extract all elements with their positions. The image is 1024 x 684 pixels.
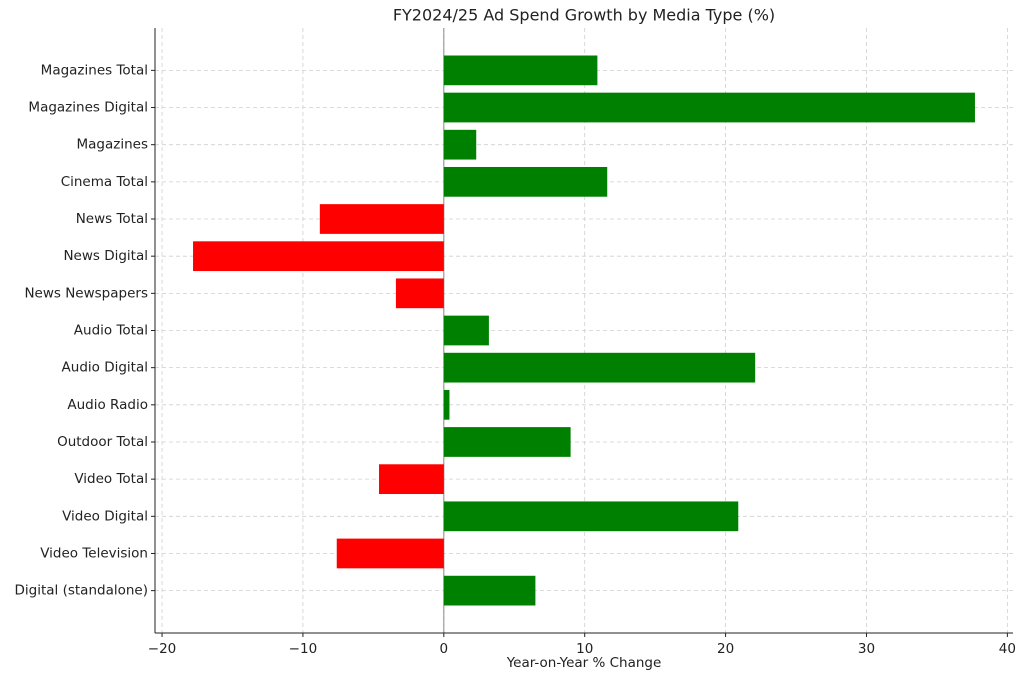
y-tick-label: News Digital	[63, 248, 148, 264]
x-tick-label: −10	[289, 641, 318, 657]
bar	[443, 55, 598, 86]
y-tick-label: Digital (standalone)	[15, 583, 148, 599]
y-tick-label: Audio Total	[74, 323, 148, 339]
bar	[443, 92, 975, 123]
bar	[443, 166, 608, 197]
bar	[443, 501, 739, 532]
x-tick-label: 10	[576, 641, 593, 657]
bar	[443, 352, 756, 383]
bar	[193, 241, 444, 272]
bar	[443, 427, 571, 457]
y-tick-label: Audio Radio	[67, 397, 148, 413]
y-tick-label: Video Television	[40, 545, 148, 561]
bar	[319, 204, 444, 234]
y-tick-label: Magazines Total	[41, 62, 148, 78]
y-tick-label: Cinema Total	[61, 174, 148, 190]
x-axis-label: Year-on-Year % Change	[506, 655, 662, 671]
x-tick-label: 0	[440, 641, 449, 657]
y-tick-label: Video Total	[74, 471, 148, 487]
bar	[395, 278, 444, 309]
y-tick-label: News Total	[76, 211, 148, 227]
bar	[336, 538, 444, 569]
bar	[443, 389, 450, 420]
x-tick-label: 30	[858, 641, 875, 657]
y-tick-label: Magazines Digital	[28, 100, 148, 116]
y-tick-label: Outdoor Total	[57, 434, 148, 450]
y-tick-label: Magazines	[77, 137, 149, 153]
x-tick-label: −20	[148, 641, 177, 657]
y-tick-label: Video Digital	[62, 508, 148, 524]
bar	[379, 464, 444, 495]
bar	[443, 575, 536, 606]
y-tick-label: Audio Digital	[62, 360, 148, 376]
x-tick-label: 20	[717, 641, 734, 657]
bar	[443, 315, 489, 346]
y-tick-label: News Newspapers	[24, 285, 148, 301]
bar	[443, 129, 477, 160]
chart-title: FY2024/25 Ad Spend Growth by Media Type …	[393, 6, 775, 25]
x-tick-label: 40	[999, 641, 1016, 657]
